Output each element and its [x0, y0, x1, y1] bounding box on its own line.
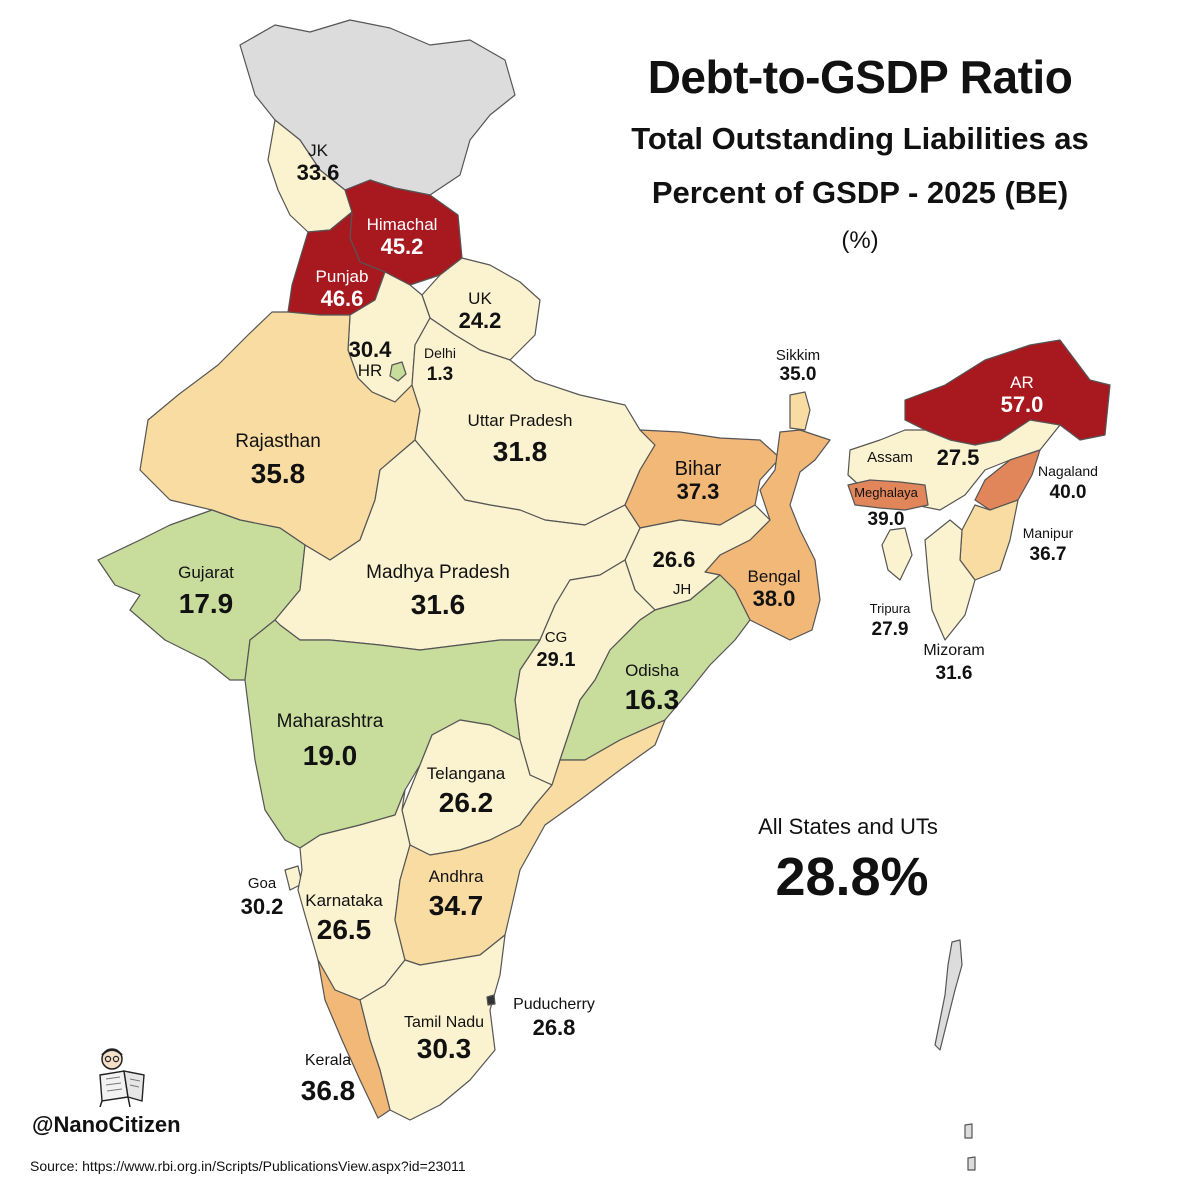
- label-andhra: Andhra 34.7: [428, 867, 484, 921]
- label-ar: AR 57.0: [1000, 373, 1044, 417]
- region-delhi: [389, 361, 407, 382]
- label-karnataka: Karnataka 26.5: [305, 891, 383, 945]
- label-cg: CG 29.1: [536, 629, 576, 671]
- label-bengal: Bengal 38.0: [747, 567, 801, 611]
- label-mp: Madhya Pradesh 31.6: [366, 562, 510, 620]
- label-punjab: Punjab 46.6: [315, 267, 369, 311]
- label-assam-name: Assam: [867, 449, 913, 466]
- label-maharashtra: Maharashtra 19.0: [276, 711, 384, 771]
- source-citation: Source: https://www.rbi.org.in/Scripts/P…: [30, 1158, 466, 1174]
- label-goa: Goa 30.2: [240, 875, 284, 919]
- region-andaman-islands: [934, 939, 963, 1051]
- label-odisha: Odisha 16.3: [624, 661, 680, 715]
- label-tamilnadu: Tamil Nadu 30.3: [403, 1014, 485, 1064]
- label-jk: JK 33.6: [296, 141, 340, 185]
- chart-title: Debt-to-GSDP Ratio: [647, 51, 1073, 103]
- label-nagaland: Nagaland 40.0: [1038, 463, 1098, 504]
- region-meghalaya: [847, 479, 929, 511]
- label-rajasthan: Rajasthan 35.8: [235, 431, 321, 489]
- region-puducherry: [486, 994, 496, 1006]
- newspaper-reader-avatar: [99, 1048, 145, 1107]
- region-tripura: [881, 527, 913, 581]
- label-haryana: 30.4 HR: [348, 337, 392, 381]
- unit-label: (%): [841, 227, 879, 254]
- label-uk: UK 24.2: [458, 289, 502, 333]
- label-up: Uttar Pradesh 31.8: [467, 411, 573, 467]
- label-telangana: Telangana 26.2: [426, 764, 506, 818]
- label-delhi: Delhi 1.3: [424, 345, 456, 386]
- label-bihar: Bihar 37.3: [674, 458, 722, 504]
- chart-subtitle-line1: Total Outstanding Liabilities as: [631, 121, 1089, 156]
- chart-subtitle-line2: Percent of GSDP - 2025 (BE): [651, 175, 1069, 210]
- label-meghalaya: Meghalaya 39.0: [854, 485, 918, 531]
- label-gujarat: Gujarat 17.9: [178, 563, 234, 619]
- region-mizoram: [924, 519, 976, 641]
- region-sikkim: [789, 391, 811, 431]
- label-jharkhand-value: 26.6: [652, 547, 696, 572]
- author-handle: @NanoCitizen: [32, 1112, 181, 1137]
- label-jharkhand-name: JH: [672, 581, 692, 598]
- region-kerala: [317, 959, 391, 1119]
- label-mizoram: Mizoram 31.6: [923, 642, 985, 684]
- region-nicobar-islands: [964, 1123, 976, 1171]
- label-tripura: Tripura 27.9: [869, 601, 911, 641]
- summary-label: All States and UTs: [758, 814, 938, 839]
- label-sikkim: Sikkim 35.0: [775, 347, 821, 385]
- label-manipur: Manipur 36.7: [1022, 525, 1074, 566]
- summary-value: 28.8%: [775, 847, 929, 907]
- region-manipur: [959, 499, 1019, 581]
- label-puducherry: Puducherry 26.8: [513, 996, 595, 1040]
- label-himachal: Himachal 45.2: [366, 215, 438, 259]
- label-assam-value: 27.5: [936, 445, 980, 470]
- label-kerala: Kerala 36.8: [300, 1052, 356, 1106]
